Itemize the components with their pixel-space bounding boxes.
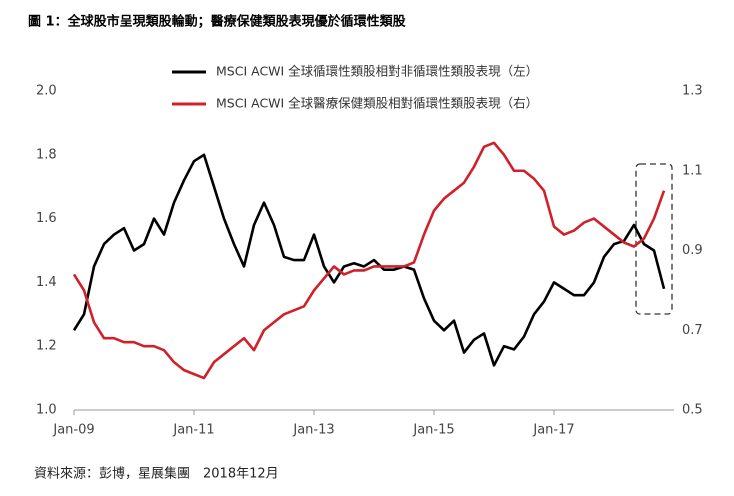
y2-tick-label: 1.3 — [682, 84, 703, 99]
source-note: 資料來源：彭博，星展集團 2018年12月 — [34, 466, 279, 482]
legend-label: MSCI ACWI 全球醫療保健類股相對循環性類股表現（右） — [216, 96, 538, 111]
y-tick-label: 1.2 — [36, 339, 57, 354]
x-tick-label: Jan-15 — [412, 423, 454, 438]
y-tick-label: 1.6 — [36, 211, 57, 226]
legend-label: MSCI ACWI 全球循環性類股相對非循環性類股表現（左） — [216, 64, 538, 79]
chart-title: 圖 1：全球股市呈現類股輪動；醫療保健類股表現優於循環性類股 — [28, 14, 406, 30]
y-tick-label: 1.0 — [36, 403, 57, 418]
y2-tick-label: 1.1 — [682, 163, 703, 178]
y-tick-label: 1.4 — [36, 275, 57, 290]
y-tick-label: 2.0 — [36, 84, 57, 99]
highlight-box — [635, 163, 673, 315]
y2-tick-label: 0.7 — [682, 323, 703, 338]
y2-tick-label: 0.9 — [682, 243, 703, 258]
y-tick-label: 1.8 — [36, 147, 57, 162]
series-line — [72, 153, 666, 367]
y2-tick-label: 0.5 — [682, 403, 703, 418]
x-tick-label: Jan-13 — [292, 423, 334, 438]
x-tick-label: Jan-17 — [532, 423, 574, 438]
x-tick-label: Jan-09 — [52, 423, 94, 438]
series-line — [72, 141, 666, 380]
x-tick-label: Jan-11 — [172, 423, 214, 438]
